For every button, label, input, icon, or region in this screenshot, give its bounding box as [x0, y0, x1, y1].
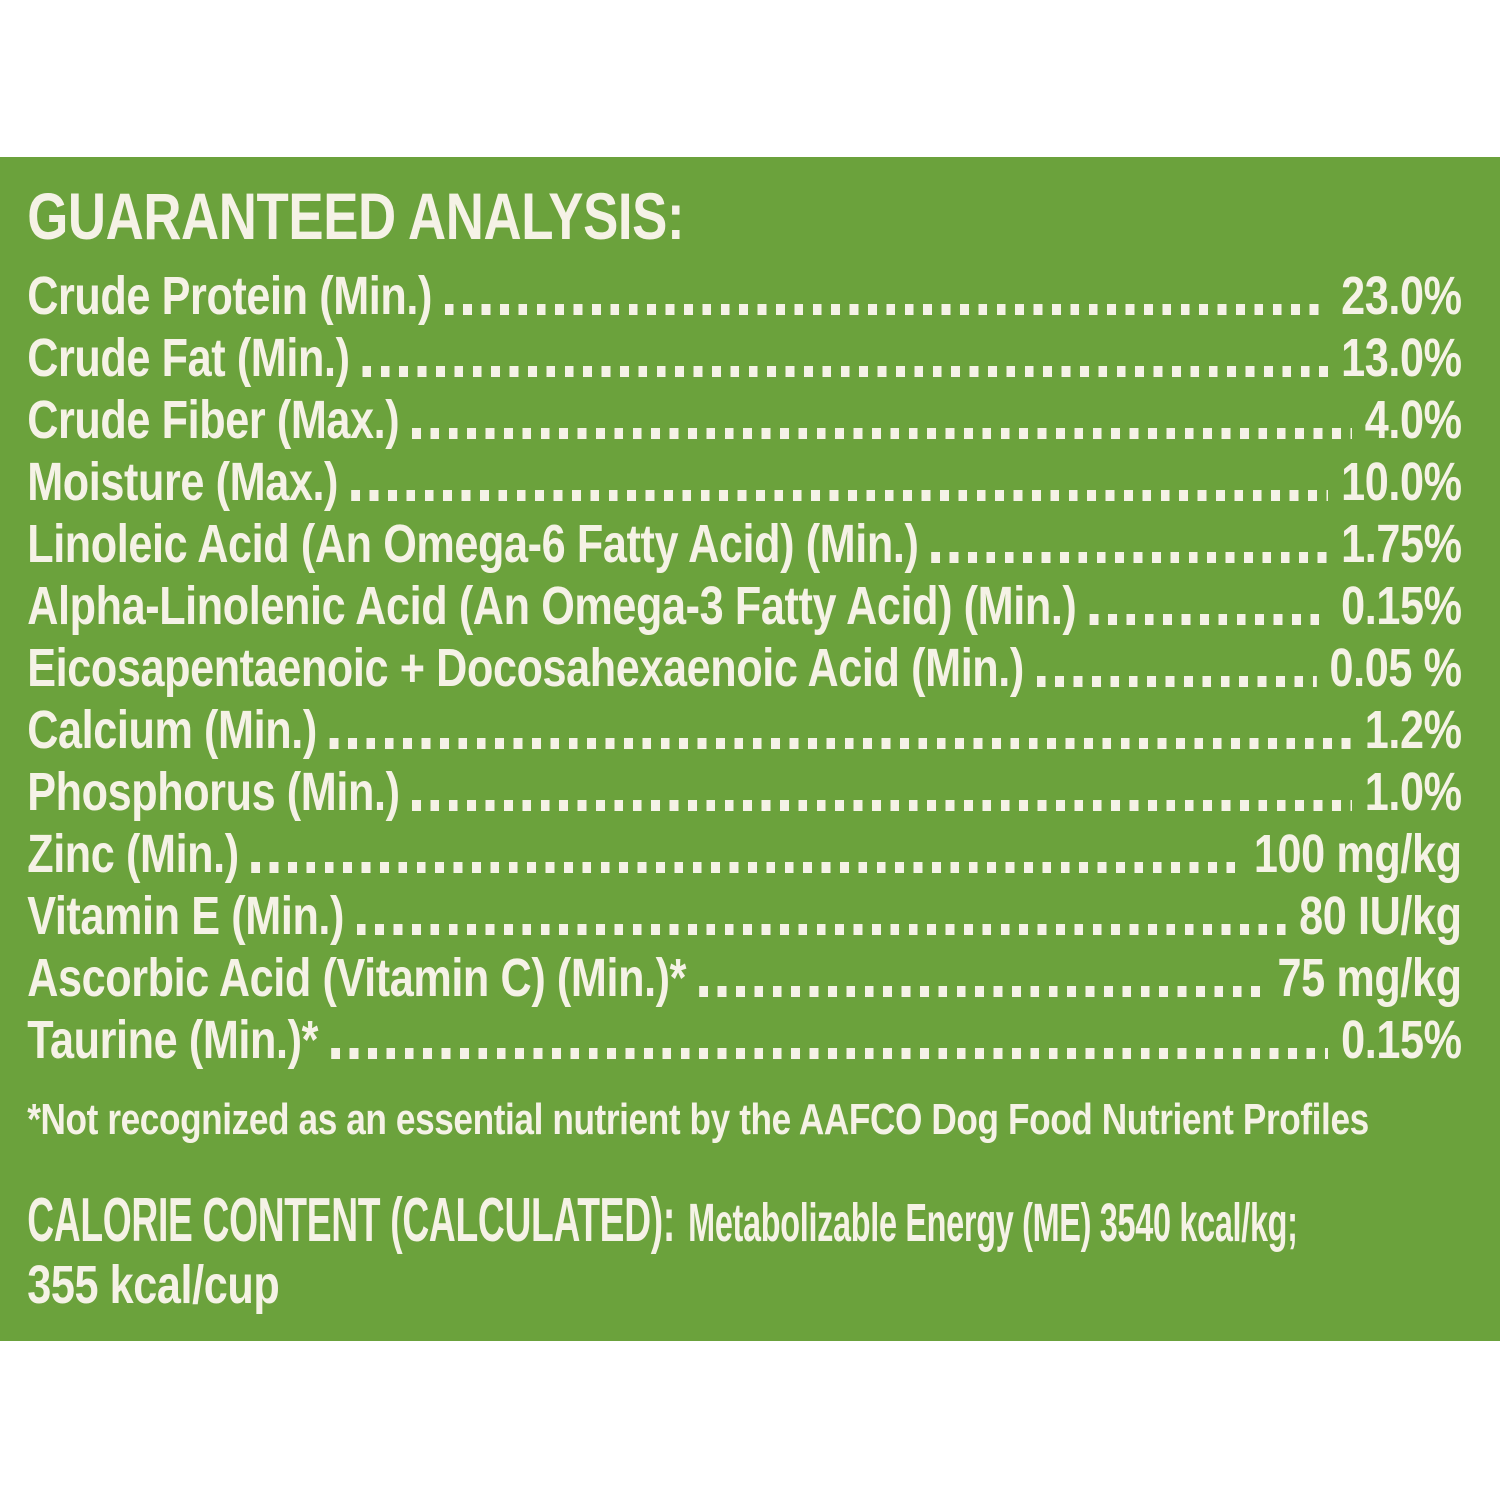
analysis-row: Zinc (Min.) 100 mg/kg: [27, 823, 1462, 885]
nutrient-label: Crude Protein (Min.): [27, 266, 432, 326]
nutrient-value: 100 mg/kg: [1253, 824, 1462, 884]
analysis-row: Crude Fiber (Max.) 4.0%: [27, 389, 1462, 451]
dot-leader: [350, 490, 1329, 501]
dot-leader: [251, 862, 1242, 873]
calorie-content-heading: CALORIE CONTENT (CALCULATED):: [27, 1185, 675, 1255]
nutrient-label: Crude Fiber (Max.): [27, 390, 400, 450]
analysis-row: Alpha-Linolenic Acid (An Omega-3 Fatty A…: [27, 575, 1462, 637]
nutrient-value: 1.0%: [1364, 762, 1462, 822]
analysis-row: Calcium (Min.) 1.2%: [27, 699, 1462, 761]
analysis-rows: Crude Protein (Min.) 23.0% Crude Fat (Mi…: [27, 265, 1463, 1071]
nutrient-label: Eicosapentaenoic + Docosahexaenoic Acid …: [27, 638, 1024, 698]
dot-leader: [444, 304, 1329, 315]
analysis-row: Phosphorus (Min.) 1.0%: [27, 761, 1462, 823]
dot-leader: [931, 552, 1329, 563]
dot-leader: [1089, 614, 1329, 625]
dot-leader: [412, 428, 1352, 439]
dot-leader: [698, 986, 1265, 997]
nutrient-value: 1.2%: [1364, 700, 1462, 760]
dot-leader: [356, 924, 1287, 935]
analysis-row: Crude Protein (Min.) 23.0%: [27, 265, 1462, 327]
calorie-content-line1: CALORIE CONTENT (CALCULATED): Metaboliza…: [27, 1185, 1461, 1255]
calorie-content-line2: 355 kcal/cup: [27, 1254, 280, 1315]
nutrient-label: Linoleic Acid (An Omega-6 Fatty Acid) (M…: [27, 514, 919, 574]
nutrient-label: Vitamin E (Min.): [27, 886, 345, 946]
dot-leader: [1036, 676, 1317, 687]
nutrient-value: 13.0%: [1341, 328, 1462, 388]
aafco-footnote: *Not recognized as an essential nutrient…: [27, 1095, 1369, 1144]
nutrient-value: 23.0%: [1341, 266, 1462, 326]
nutrient-label: Calcium (Min.): [27, 700, 317, 760]
nutrient-value: 0.05 %: [1329, 638, 1463, 698]
nutrient-label: Zinc (Min.): [27, 824, 239, 884]
analysis-row: Moisture (Max.) 10.0%: [27, 451, 1462, 513]
nutrient-value: 0.15%: [1341, 576, 1462, 636]
dot-leader: [362, 366, 1329, 377]
nutrient-label: Alpha-Linolenic Acid (An Omega-3 Fatty A…: [27, 576, 1077, 636]
nutrient-value: 10.0%: [1341, 452, 1462, 512]
guaranteed-analysis-title: GUARANTEED ANALYSIS:: [27, 179, 685, 253]
analysis-row: Eicosapentaenoic + Docosahexaenoic Acid …: [27, 637, 1463, 699]
nutrient-value: 80 IU/kg: [1299, 886, 1462, 946]
nutrient-label: Taurine (Min.)*: [27, 1010, 318, 1070]
analysis-row: Linoleic Acid (An Omega-6 Fatty Acid) (M…: [27, 513, 1462, 575]
nutrient-value: 1.75%: [1341, 514, 1462, 574]
analysis-row: Taurine (Min.)* 0.15%: [27, 1009, 1462, 1071]
calorie-content-block: CALORIE CONTENT (CALCULATED): Metaboliza…: [27, 1185, 1461, 1315]
calorie-content-energy: Metabolizable Energy (ME) 3540 kcal/kg;: [688, 1192, 1298, 1253]
nutrient-label: Crude Fat (Min.): [27, 328, 350, 388]
panel-content: GUARANTEED ANALYSIS: Crude Protein (Min.…: [0, 157, 1500, 1313]
nutrient-value: 4.0%: [1364, 390, 1462, 450]
dot-leader: [330, 1048, 1329, 1059]
analysis-row: Vitamin E (Min.) 80 IU/kg: [27, 885, 1462, 947]
analysis-row: Crude Fat (Min.) 13.0%: [27, 327, 1462, 389]
dot-leader: [412, 800, 1352, 811]
nutrient-value: 75 mg/kg: [1277, 948, 1462, 1008]
guaranteed-analysis-panel: GUARANTEED ANALYSIS: Crude Protein (Min.…: [0, 157, 1500, 1341]
dot-leader: [329, 738, 1352, 749]
nutrient-value: 0.15%: [1341, 1010, 1462, 1070]
analysis-row: Ascorbic Acid (Vitamin C) (Min.)* 75 mg/…: [27, 947, 1462, 1009]
nutrient-label: Ascorbic Acid (Vitamin C) (Min.)*: [27, 948, 687, 1008]
nutrient-label: Phosphorus (Min.): [27, 762, 400, 822]
nutrient-label: Moisture (Max.): [27, 452, 339, 512]
